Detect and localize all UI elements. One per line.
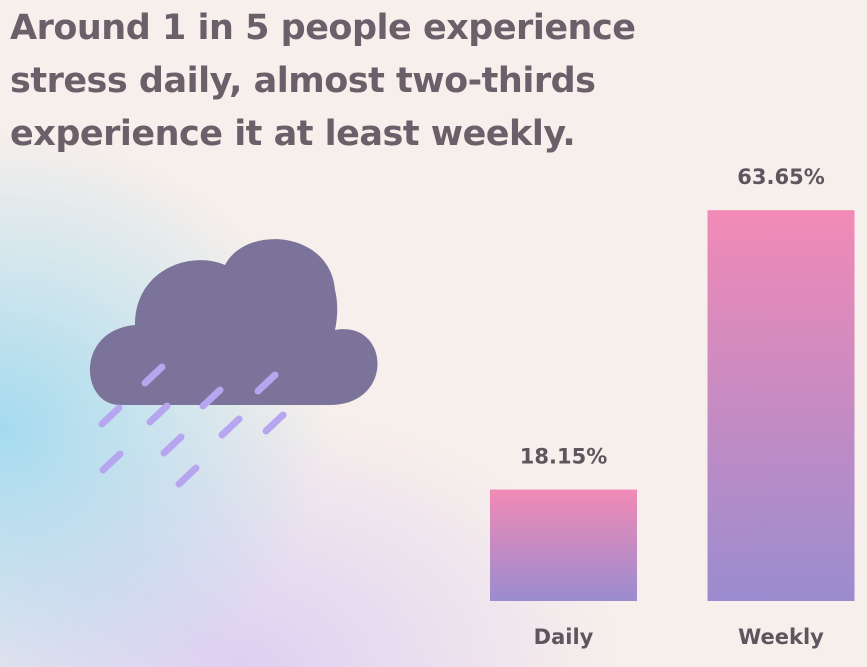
value-label: 18.15% [520, 445, 607, 469]
chart-title: Around 1 in 5 people experience stress d… [10, 8, 636, 154]
bar [707, 210, 855, 601]
bar [490, 489, 637, 601]
category-label: Daily [534, 625, 594, 649]
cloud-icon [89, 239, 378, 488]
category-label: Weekly [738, 625, 824, 649]
value-label: 63.65% [737, 165, 824, 189]
